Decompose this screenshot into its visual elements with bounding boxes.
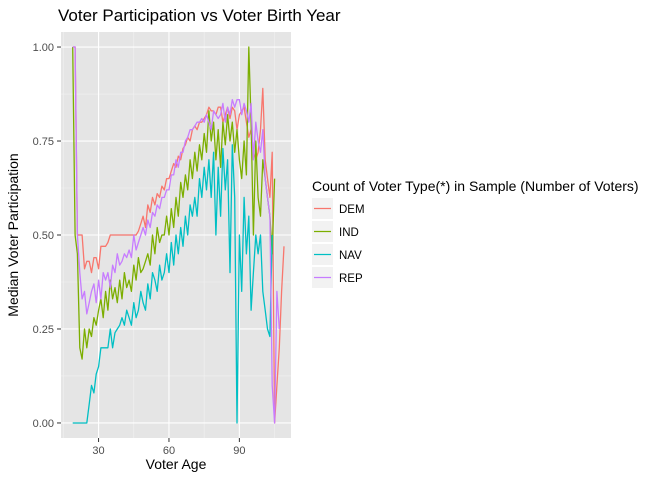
- chart-title: Voter Participation vs Voter Birth Year: [58, 6, 341, 25]
- legend-label-ind: IND: [339, 227, 359, 239]
- y-tick-label: 1.00: [33, 42, 54, 54]
- x-axis-title: Voter Age: [146, 456, 207, 472]
- series-line-dem: [72, 46, 285, 424]
- y-tick-label: 0.50: [33, 230, 54, 242]
- x-tick-label: 90: [233, 445, 245, 457]
- y-axis-title: Median Voter Participation: [5, 153, 21, 316]
- legend: Count of Voter Type(*) in Sample (Number…: [312, 178, 639, 288]
- series-line-rep: [72, 46, 280, 424]
- y-tick-label: 0.75: [33, 136, 54, 148]
- legend-title: Count of Voter Type(*) in Sample (Number…: [312, 178, 639, 194]
- legend-keys: DEM IND NAV REP: [312, 198, 365, 288]
- legend-label-nav: NAV: [339, 250, 362, 262]
- legend-label-rep: REP: [339, 273, 363, 285]
- y-tick-label: 0.25: [33, 324, 54, 336]
- legend-label-dem: DEM: [339, 204, 365, 216]
- series-lines: [72, 46, 285, 424]
- axis-ticks: 30 60 90 0.00 0.25 0.50 0.75 1.00: [33, 42, 246, 457]
- y-tick-label: 0.00: [33, 418, 54, 430]
- series-line-ind: [72, 46, 276, 360]
- x-tick-label: 60: [163, 445, 175, 457]
- x-tick-label: 30: [92, 445, 104, 457]
- series-line-nav: [72, 144, 273, 424]
